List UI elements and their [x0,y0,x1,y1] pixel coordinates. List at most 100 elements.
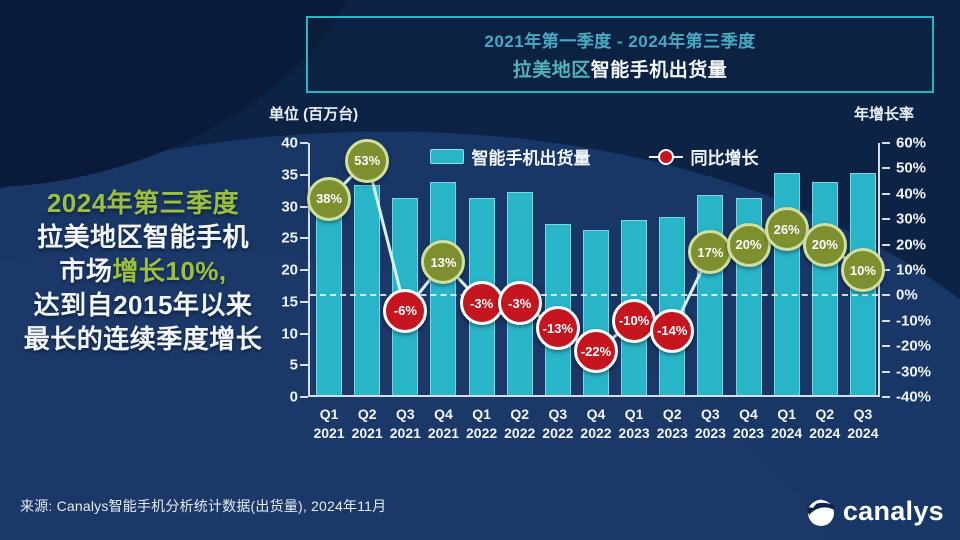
right-axis-tick-label: -10% [896,312,932,330]
bar-Q4-2021 [430,182,457,395]
x-label-quarter: Q1 [319,406,339,422]
x-label-year: 2021 [313,425,345,441]
left-axis-tick [300,364,308,367]
left-axis-tick [300,237,308,240]
x-axis-label: Q4 2023 [729,405,767,443]
right-axis-tick-label: 20% [896,236,927,254]
right-axis-title: 年增长率 [853,106,914,123]
growth-marker-Q1-2022: -3% [459,281,504,326]
growth-marker-Q1-2023: -10% [612,298,657,343]
legend-bar-label: 智能手机出货量 [471,149,591,168]
x-label-quarter: Q2 [662,406,682,422]
x-label-quarter: Q4 [586,406,606,422]
legend-item-growth: 同比增长 [648,144,759,169]
right-axis-tick [882,269,890,271]
left-axis-tick-label: 5 [289,356,298,374]
x-label-year: 2024 [809,425,841,441]
headline-segment: 2024年第三季度 [46,188,240,218]
left-axis-title: 单位 (百万台) [269,106,359,123]
x-label-year: 2024 [771,425,803,441]
x-axis-label: Q2 2021 [348,405,386,443]
right-axis-tick-label: 30% [896,210,927,228]
headline-line: 拉美地区智能手机 [2,220,284,254]
left-axis-tick [300,142,308,144]
canalys-logo-icon [806,499,835,526]
growth-marker-Q2-2022: -3% [497,281,542,326]
left-axis-tick-label: 10 [281,325,298,342]
x-axis-label: Q3 2021 [386,405,424,443]
legend-line-marker-icon [648,148,683,165]
right-axis-tick-label: 10% [896,261,927,279]
chart-title-subject: 智能手机出货量 [590,60,728,81]
right-axis-tick [882,396,890,398]
right-axis-tick [882,294,890,297]
right-axis-tick-label: 50% [896,159,927,177]
chart-plot-area: 智能手机出货量 同比增长 0 5 10 15 20 25 30 35 40 -40% -30% -20… [281,135,931,442]
right-axis-tick-label: 60% [896,134,927,152]
bar-Q2-2023 [659,217,686,395]
headline-segment: 达到自2015年以来 [33,290,253,320]
headline-segment: 市场 [59,256,113,286]
right-axis-tick [882,167,890,170]
x-label-quarter: Q2 [510,406,530,422]
x-label-quarter: Q1 [472,406,491,422]
x-label-quarter: Q4 [434,406,453,422]
x-label-year: 2022 [466,425,498,441]
headline-segment: 增长10%, [112,256,227,286]
x-label-year: 2023 [656,425,688,441]
chart-title-period: 2021年第一季度 - 2024年第三季度 [484,32,756,51]
headline-panel: 2024年第三季度 拉美地区智能手机 市场增长10%, 达到自2015年以来 最长的连续… [2,186,284,356]
x-axis-label: Q4 2022 [577,405,615,443]
x-label-quarter: Q2 [357,406,377,422]
x-label-quarter: Q3 [853,406,873,422]
headline-line: 市场增长10%, [2,254,284,288]
right-axis-tick-label: 40% [896,185,927,203]
bar-Q2-2021 [354,185,381,395]
legend-line-label: 同比增长 [690,149,759,168]
x-label-year: 2023 [618,425,650,441]
x-axis-label: Q1 2021 [310,405,348,443]
left-axis-tick [300,396,308,398]
bar-Q2-2024 [811,182,838,395]
bar-Q1-2021 [316,204,343,395]
x-axis-label: Q1 2022 [463,405,501,443]
headline-segment: 最长的连续季度增长 [23,324,263,354]
right-axis-tick [882,345,890,348]
left-axis-tick-label: 20 [281,261,298,279]
growth-marker-Q3-2024: 10% [840,248,885,292]
chart-legend: 智能手机出货量 同比增长 [310,144,878,169]
x-axis-label: Q2 2024 [806,405,844,443]
x-axis-label: Q3 2022 [539,405,577,443]
x-label-year: 2023 [694,425,726,441]
headline-segment: 拉美地区智能手机 [36,222,249,252]
legend-item-shipments: 智能手机出货量 [429,144,591,169]
left-axis-tick-label: 35 [281,166,298,184]
x-label-quarter: Q3 [701,406,720,422]
x-axis-label: Q1 2024 [768,405,806,443]
x-label-year: 2022 [504,425,536,441]
growth-marker-Q3-2021: -6% [383,288,428,333]
right-axis-tick-label: 0% [896,286,918,304]
right-axis-tick [882,319,890,322]
source-note: 来源: Canalys智能手机分析统计数据(出货量), 2024年11月 [20,498,387,514]
chart-title-main: 拉美地区智能手机出货量 [513,55,728,82]
canalys-logo-text: canalys [842,496,944,526]
left-axis-tick [300,173,308,176]
left-axis-tick [300,205,308,208]
chart-title-box: 2021年第一季度 - 2024年第三季度 拉美地区智能手机出货量 [306,16,934,93]
x-axis-label: Q4 2021 [424,405,462,443]
right-axis-tick-label: -40% [896,388,932,406]
growth-marker-Q4-2022: -22% [574,329,618,374]
left-axis-tick-label: 40 [281,134,298,152]
x-label-year: 2021 [427,425,460,441]
legend-bar-swatch-icon [429,149,464,164]
right-axis-tick [882,218,890,221]
headline-line: 最长的连续季度增长 [2,322,284,356]
x-label-year: 2023 [732,425,765,441]
left-axis-tick [300,269,308,271]
x-axis-label: Q3 2023 [691,405,729,443]
right-axis-tick [882,142,890,144]
x-label-year: 2021 [351,425,383,441]
right-axis-tick [882,370,890,373]
